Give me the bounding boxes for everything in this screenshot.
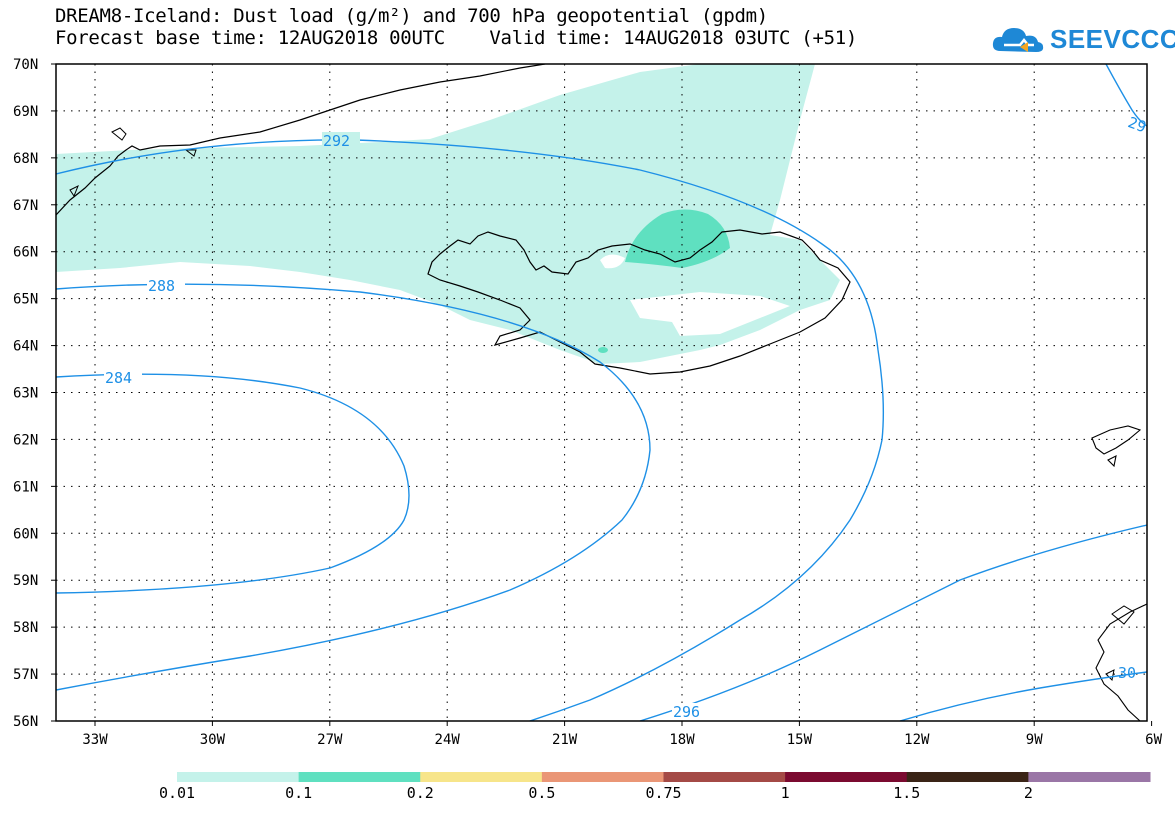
lat-label: 58N bbox=[13, 620, 38, 636]
lat-label: 64N bbox=[13, 339, 38, 355]
lat-label: 65N bbox=[13, 292, 38, 308]
colorbar-label: 1 bbox=[780, 784, 790, 802]
scotland-coast bbox=[1095, 603, 1147, 721]
contour-296 bbox=[639, 524, 1147, 721]
colorbar-label: 0.01 bbox=[158, 784, 196, 802]
faroe-islands bbox=[1091, 425, 1142, 468]
greenland-coast bbox=[56, 64, 546, 216]
logo-text: SEEVCCC bbox=[1050, 23, 1175, 54]
cloud-icon bbox=[992, 28, 1044, 52]
lat-label: 59N bbox=[13, 573, 38, 589]
contour-300 bbox=[899, 671, 1147, 721]
colorbar bbox=[177, 772, 1151, 782]
colorbar-segment bbox=[663, 772, 786, 782]
iceland-coast bbox=[427, 229, 851, 375]
contour-label-292: 292 bbox=[323, 132, 350, 150]
lon-label: 24W bbox=[435, 732, 461, 748]
lon-label: 6W bbox=[1145, 732, 1162, 748]
colorbar-segment bbox=[785, 772, 908, 782]
colorbar-segment bbox=[906, 772, 1029, 782]
lon-label: 12W bbox=[904, 732, 930, 748]
colorbar-segment bbox=[1028, 772, 1151, 782]
lat-label: 67N bbox=[13, 198, 38, 214]
lon-label: 9W bbox=[1026, 732, 1043, 748]
lat-label: 69N bbox=[13, 104, 38, 120]
contour-label-ne: 29 bbox=[1126, 113, 1149, 136]
dust-area-mid bbox=[625, 209, 730, 268]
colorbar-segment bbox=[177, 772, 300, 782]
dust-area-low bbox=[56, 64, 840, 364]
lat-label: 68N bbox=[13, 151, 38, 167]
colorbar-label: 0.5 bbox=[528, 784, 556, 802]
colorbar-segment bbox=[298, 772, 421, 782]
colorbar-label: 2 bbox=[1023, 784, 1033, 802]
contour-label-288: 288 bbox=[148, 277, 175, 295]
lat-label: 61N bbox=[13, 479, 38, 495]
colorbar-label: 0.1 bbox=[285, 784, 313, 802]
lat-label: 66N bbox=[13, 245, 38, 261]
lat-label: 57N bbox=[13, 667, 38, 683]
colorbar-label: 0.75 bbox=[645, 784, 682, 802]
colorbar-label: 1.5 bbox=[893, 784, 921, 802]
lat-label: 62N bbox=[13, 432, 38, 448]
map-title: DREAM8-Iceland: Dust load (g/m²) and 700… bbox=[55, 5, 768, 27]
lon-label: 18W bbox=[669, 732, 695, 748]
colorbar-segment bbox=[420, 772, 543, 782]
colorbar-label: 0.2 bbox=[406, 784, 434, 802]
lon-label: 27W bbox=[317, 732, 343, 748]
geopotential-contours bbox=[56, 64, 1147, 721]
lat-label: 60N bbox=[13, 526, 38, 542]
contour-284 bbox=[56, 373, 410, 594]
map-subtitle: Forecast base time: 12AUG2018 00UTC Vali… bbox=[55, 27, 858, 49]
lat-label: 56N bbox=[13, 714, 38, 730]
lat-label: 70N bbox=[13, 57, 38, 73]
lat-label: 63N bbox=[13, 386, 38, 402]
contour-292 bbox=[56, 139, 885, 721]
lon-label: 21W bbox=[552, 732, 578, 748]
seevccc-logo: SEEVCCC bbox=[990, 22, 1175, 56]
contour-label-284: 284 bbox=[105, 369, 132, 387]
lon-label: 15W bbox=[787, 732, 813, 748]
contour-label-296: 296 bbox=[673, 703, 700, 721]
lon-label: 33W bbox=[82, 732, 108, 748]
colorbar-segment bbox=[541, 772, 664, 782]
contour-288 bbox=[56, 283, 651, 691]
contour-label-se: 30 bbox=[1118, 664, 1136, 682]
lon-label: 30W bbox=[200, 732, 226, 748]
contour-296-ne bbox=[1105, 64, 1147, 127]
